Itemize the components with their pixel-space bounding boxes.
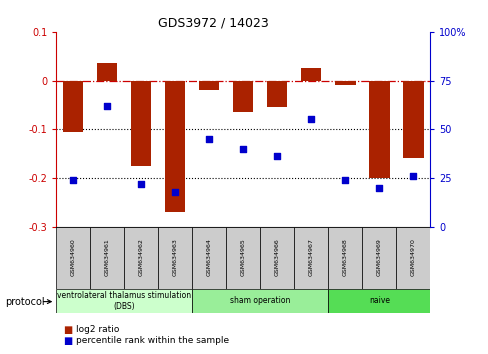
Bar bbox=[158, 227, 192, 289]
Text: GSM634969: GSM634969 bbox=[376, 239, 381, 276]
Text: GSM634966: GSM634966 bbox=[274, 239, 279, 276]
Bar bbox=[301, 68, 321, 81]
Bar bbox=[124, 227, 158, 289]
Point bbox=[341, 177, 348, 183]
Bar bbox=[402, 81, 423, 159]
Bar bbox=[131, 81, 151, 166]
Bar bbox=[56, 227, 90, 289]
Bar bbox=[362, 227, 395, 289]
Bar bbox=[192, 227, 226, 289]
Text: GSM634962: GSM634962 bbox=[139, 239, 143, 276]
Point bbox=[171, 189, 179, 194]
Bar bbox=[63, 81, 83, 132]
Text: percentile rank within the sample: percentile rank within the sample bbox=[76, 336, 228, 345]
Text: naive: naive bbox=[368, 296, 389, 306]
Text: GSM634964: GSM634964 bbox=[206, 239, 211, 276]
Bar bbox=[165, 81, 185, 212]
Bar bbox=[260, 227, 294, 289]
Text: protocol: protocol bbox=[5, 297, 44, 307]
Bar bbox=[334, 81, 355, 85]
Text: GSM634960: GSM634960 bbox=[71, 239, 76, 276]
Point bbox=[137, 181, 145, 187]
Text: ■: ■ bbox=[63, 336, 73, 346]
Point bbox=[103, 103, 111, 109]
Bar bbox=[233, 81, 253, 112]
Text: ventrolateral thalamus stimulation
(DBS): ventrolateral thalamus stimulation (DBS) bbox=[57, 291, 191, 310]
Point bbox=[69, 177, 77, 183]
Bar bbox=[327, 227, 362, 289]
Point bbox=[408, 173, 416, 179]
Text: ■: ■ bbox=[63, 325, 73, 335]
Bar bbox=[294, 227, 327, 289]
Point bbox=[239, 146, 246, 152]
Bar bbox=[97, 63, 117, 81]
Bar bbox=[368, 81, 389, 178]
Text: GSM634970: GSM634970 bbox=[410, 239, 415, 276]
Bar bbox=[90, 227, 124, 289]
Bar bbox=[199, 81, 219, 90]
Text: GSM634967: GSM634967 bbox=[308, 239, 313, 276]
Text: sham operation: sham operation bbox=[230, 296, 290, 306]
Point bbox=[273, 154, 281, 159]
Bar bbox=[192, 289, 327, 313]
Bar bbox=[266, 81, 287, 107]
Text: GSM634961: GSM634961 bbox=[104, 239, 109, 276]
Text: GSM634963: GSM634963 bbox=[172, 239, 178, 276]
Bar bbox=[327, 289, 429, 313]
Bar bbox=[56, 289, 192, 313]
Title: GDS3972 / 14023: GDS3972 / 14023 bbox=[158, 16, 268, 29]
Text: log2 ratio: log2 ratio bbox=[76, 325, 119, 335]
Text: GSM634968: GSM634968 bbox=[342, 239, 347, 276]
Point bbox=[205, 136, 213, 142]
Bar bbox=[395, 227, 429, 289]
Text: GSM634965: GSM634965 bbox=[240, 239, 245, 276]
Bar bbox=[226, 227, 260, 289]
Point bbox=[375, 185, 383, 190]
Point bbox=[307, 117, 315, 122]
